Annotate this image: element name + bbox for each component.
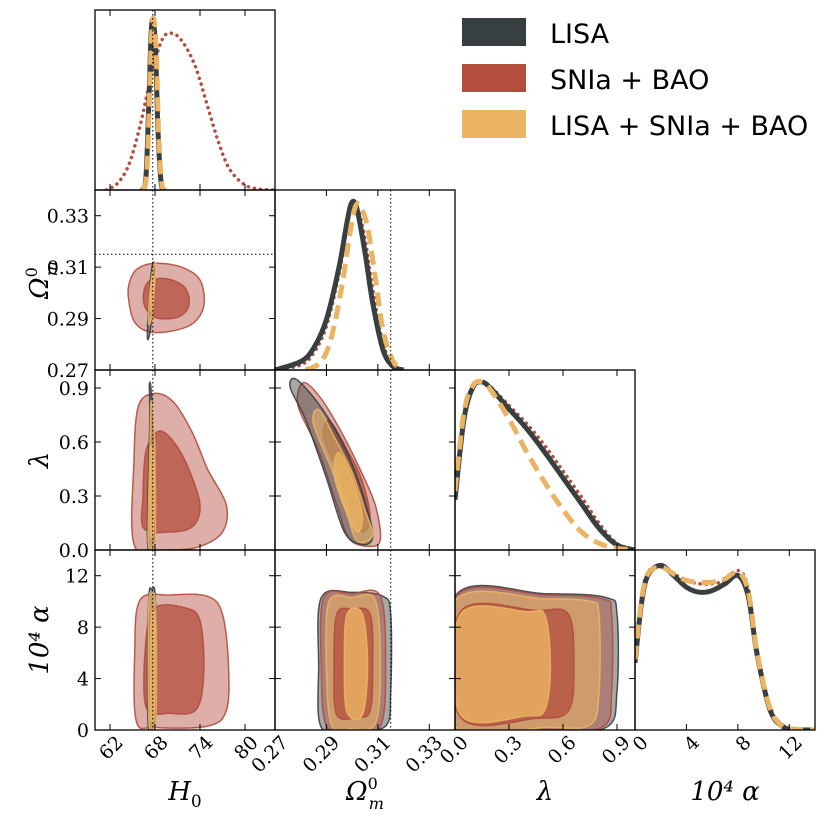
contour-lisa-snia-bao-68-alpha-vs-Om <box>343 607 369 721</box>
x-tick-label-Om: 0.29 <box>299 732 344 777</box>
legend-swatch-snia-bao <box>462 64 526 92</box>
marginal-curve-lisa-Om <box>275 198 405 370</box>
panel-lam-vs-Om <box>289 370 392 550</box>
x-tick-label-alpha: 8 <box>731 732 755 756</box>
contour-lisa-snia-bao-68-lam-vs-H0 <box>149 444 155 539</box>
legend-label-snia-bao: SNIa + BAO <box>550 65 709 96</box>
marginal-alpha <box>635 562 815 730</box>
x-tick-label-lam: 0.9 <box>598 732 635 769</box>
legend-label-lisa-snia-bao: LISA + SNIa + BAO <box>550 111 808 142</box>
axis-label-x-lam: λ <box>536 777 553 807</box>
marginal-H0 <box>104 10 275 190</box>
marginal-curve-snia-bao-H0 <box>104 31 275 190</box>
marginal-curve-lisa-snia-bao-lam <box>455 378 635 550</box>
axis-label-y-alpha: 10⁴ α <box>25 605 55 675</box>
y-tick-label-Om: 0.29 <box>47 309 89 331</box>
axis-label-x-Om: Ω0 m <box>345 774 384 813</box>
y-tick-label-Om: 0.27 <box>47 360 89 382</box>
contour-lisa-snia-bao-68-alpha-vs-H0 <box>149 608 156 723</box>
marginal-curve-lisa-lam <box>455 379 635 550</box>
axis-label-x-alpha: 10⁴ α <box>690 777 760 807</box>
x-tick-label-Om: 0.31 <box>350 732 395 777</box>
y-tick-label-lam: 0.9 <box>59 378 89 400</box>
x-tick-label-alpha: 12 <box>774 732 807 765</box>
y-tick-label-alpha: 0 <box>77 720 89 742</box>
contour-lisa-snia-bao-68-lam-vs-Om <box>333 452 364 533</box>
y-tick-label-Om: 0.31 <box>47 257 89 279</box>
x-tick-label-Om: 0.27 <box>247 732 292 777</box>
panel-lam-vs-H0 <box>130 370 229 550</box>
marginal-curve-lisa-snia-bao-Om <box>304 201 406 370</box>
x-tick-label-lam: 0.0 <box>436 732 473 769</box>
contour-lisa-snia-bao-68-alpha-vs-lam <box>455 605 552 724</box>
legend: LISA SNIa + BAO LISA + SNIa + BAO <box>462 18 808 142</box>
panel-frame-0-0 <box>94 9 276 191</box>
y-tick-label-lam: 0.0 <box>59 540 89 562</box>
y-tick-label-lam: 0.6 <box>59 432 89 454</box>
panel-alpha-vs-Om <box>317 550 393 730</box>
axis-label-y-lam: λ <box>25 452 55 469</box>
marginal-Om <box>275 190 406 370</box>
x-tick-label-alpha: 4 <box>680 732 704 756</box>
x-tick-label-H0: 62 <box>95 732 128 765</box>
contour-snia-bao-68-alpha-vs-H0 <box>143 604 205 716</box>
x-tick-label-H0: 68 <box>140 732 173 765</box>
panel-Om-vs-H0 <box>95 190 275 370</box>
marginal-curve-lisa-alpha <box>635 562 815 730</box>
y-tick-label-Om: 0.33 <box>47 206 89 228</box>
x-tick-label-lam: 0.6 <box>544 732 581 769</box>
marginal-curve-snia-bao-Om <box>275 201 406 370</box>
y-tick-label-alpha: 12 <box>65 566 89 588</box>
x-tick-label-H0: 74 <box>185 732 218 765</box>
axis-label-x-H0: H0 <box>167 777 202 812</box>
marginal-curve-lisa-snia-bao-alpha <box>635 564 815 730</box>
legend-swatch-lisa <box>462 18 526 46</box>
y-tick-label-alpha: 8 <box>77 617 89 639</box>
legend-swatch-lisa-snia-bao <box>462 110 526 138</box>
panel-frame-2-2 <box>454 369 636 551</box>
marginal-lam <box>455 378 635 550</box>
x-tick-label-alpha: 0 <box>629 732 653 756</box>
marginal-curve-snia-bao-lam <box>455 379 635 550</box>
panel-alpha-vs-lam <box>455 584 620 730</box>
marginal-curve-snia-bao-alpha <box>635 565 815 730</box>
legend-label-lisa: LISA <box>550 19 610 50</box>
marginal-curve-lisa-snia-bao-H0 <box>140 15 168 190</box>
axis-label-y-Om: Ω0m <box>22 261 61 300</box>
x-tick-label-lam: 0.3 <box>490 732 527 769</box>
panel-frame-3-3 <box>634 549 816 731</box>
panel-alpha-vs-H0 <box>133 550 230 730</box>
y-tick-label-alpha: 4 <box>77 669 89 691</box>
contour-lisa-snia-bao-68-Om-vs-H0 <box>149 275 155 313</box>
y-tick-label-lam: 0.3 <box>59 486 89 508</box>
